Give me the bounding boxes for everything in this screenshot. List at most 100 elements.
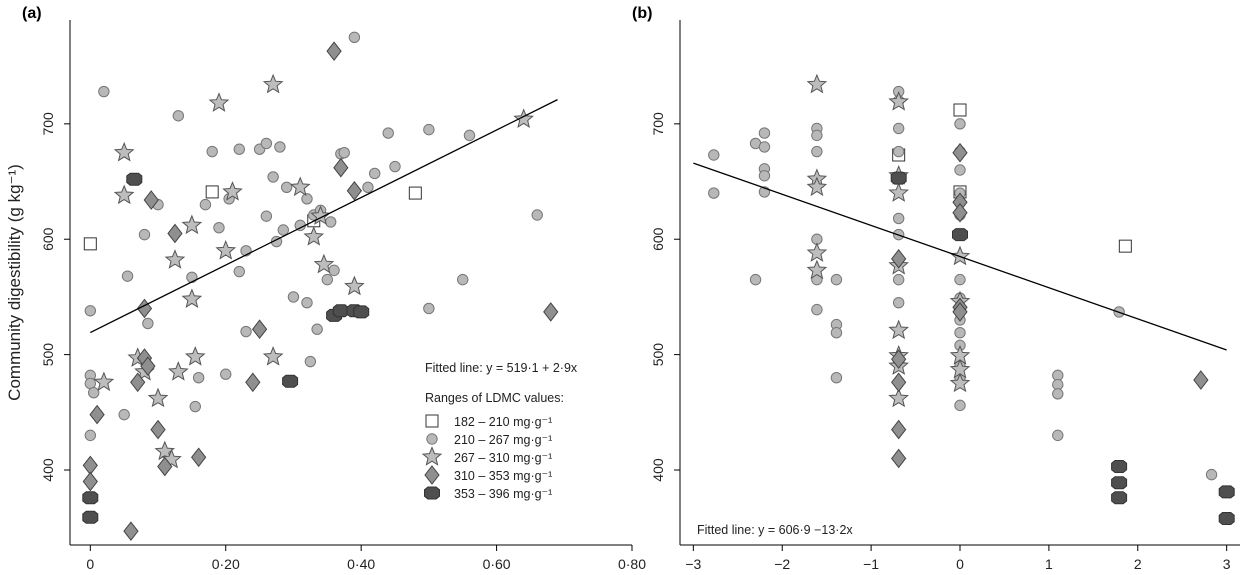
data-point [261,211,271,221]
data-point [241,326,251,336]
data-point [169,362,187,379]
legend-entry: 210 – 267 mg·g⁻¹ [427,433,553,447]
data-point [221,369,231,379]
data-point [278,225,288,235]
data-point [951,247,969,264]
y-tick-label: 700 [650,112,666,136]
data-point [390,161,400,171]
data-point [831,274,841,284]
data-point [90,406,104,424]
data-point [808,244,826,261]
data-point [139,229,149,239]
data-point [953,229,968,241]
data-point [234,266,244,276]
data-point [808,75,826,92]
data-point [458,274,468,284]
x-tick-label: 3 [1223,556,1231,572]
data-point [200,199,210,209]
data-point [122,271,132,281]
legend-label: 353 – 396 mg·g⁻¹ [454,487,552,501]
x-tick-label: −3 [685,556,701,572]
data-point [327,42,341,60]
data-point [268,172,278,182]
data-point [83,456,97,474]
panel-label: (b) [632,5,652,22]
data-point [1053,389,1063,399]
data-point [808,178,826,195]
y-axis-title: Community digestibility (g kg⁻¹) [5,164,24,401]
data-point [893,146,903,156]
data-point [183,290,201,307]
series-2 [709,86,1217,479]
data-point [83,473,97,491]
legend-label: 210 – 267 mg·g⁻¹ [454,433,552,447]
legend-marker [427,434,437,444]
y-tick-label: 700 [40,112,56,136]
data-point [210,94,228,111]
data-point [173,111,183,121]
data-point [424,303,434,313]
data-point [291,178,309,195]
data-point [334,159,348,177]
data-point [890,184,908,201]
data-point [124,522,138,540]
data-point [890,92,908,109]
data-point [951,374,969,391]
panel-a: 00·200·400·600·80400500600700(a)Disturba… [5,5,646,575]
data-point [115,143,133,160]
data-point [264,347,282,364]
data-point [187,272,197,282]
x-tick-label: 0 [956,556,964,572]
data-point [1206,469,1216,479]
data-point [532,210,542,220]
data-point [283,375,298,387]
series-5 [83,173,369,523]
fit-equation: Fitted line: y = 606·9 −13·2x [697,523,853,537]
legend-marker [425,487,440,499]
data-point [955,327,965,337]
data-point [831,327,841,337]
data-point [339,147,349,157]
data-point [261,138,271,148]
legend-entry: 310 – 353 mg·g⁻¹ [425,466,552,484]
panel-label: (a) [22,5,42,22]
data-point [84,238,96,250]
y-tick-label: 500 [40,343,56,367]
x-tick-label: 0·40 [347,556,375,572]
data-point [192,448,206,466]
legend-entry: 267 – 310 mg·g⁻¹ [423,448,552,466]
data-point [329,265,339,275]
x-tick-label: 0·20 [212,556,240,572]
x-tick-label: −2 [774,556,790,572]
data-point [812,130,822,140]
data-point [166,251,184,268]
legend-marker [423,448,441,465]
data-point [95,373,113,390]
data-point [333,305,348,317]
data-point [893,274,903,284]
data-point [85,430,95,440]
data-point [955,400,965,410]
x-tick-label: 2 [1134,556,1142,572]
data-point [347,182,361,200]
series-4 [892,144,1208,468]
data-point [83,492,98,504]
data-point [409,187,421,199]
data-point [1112,492,1127,504]
data-point [1112,461,1127,473]
data-point [186,347,204,364]
data-point [207,146,217,156]
data-point [890,321,908,338]
data-point [214,222,224,232]
data-point [955,274,965,284]
panel-b: −3−2−10123400500600700(b)Return interval… [632,5,1240,575]
data-point [812,304,822,314]
series-5 [891,172,1234,524]
data-point [892,449,906,467]
data-point [1194,371,1208,389]
data-point [893,213,903,223]
data-point [151,421,165,439]
data-point [322,274,332,284]
legend-marker [425,466,439,484]
